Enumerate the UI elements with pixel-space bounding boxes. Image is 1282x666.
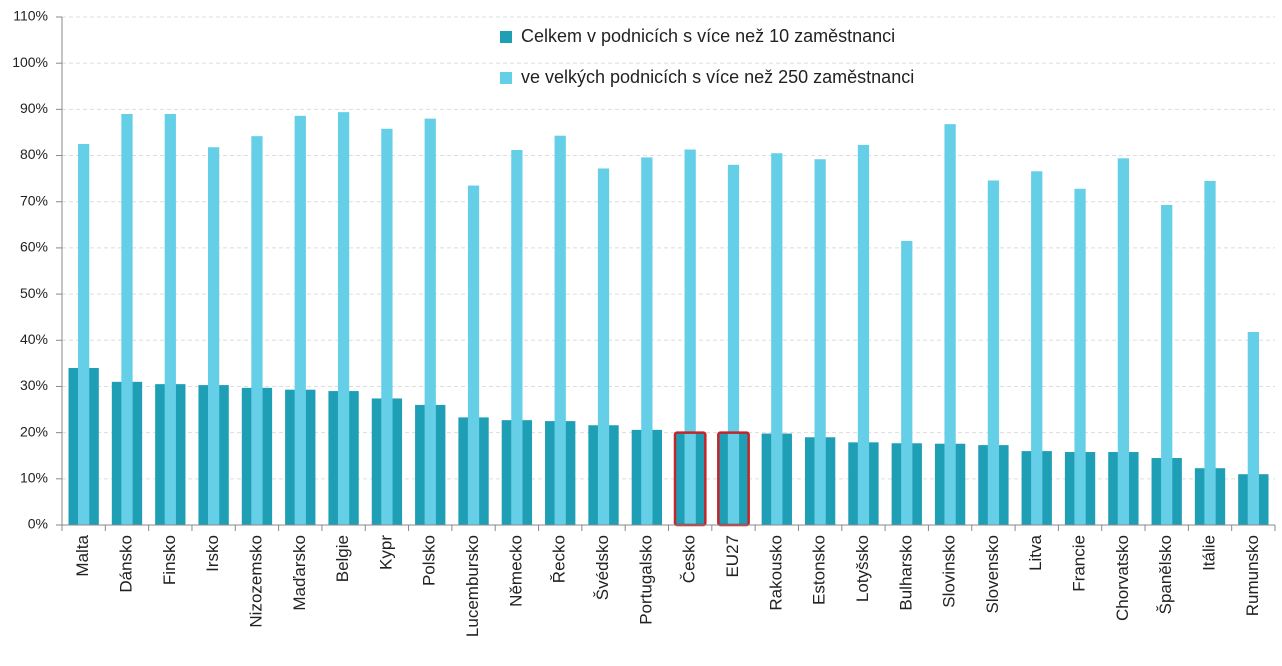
x-tick-label: Rakousko xyxy=(766,535,785,611)
bar xyxy=(1247,331,1259,525)
x-tick-label: Chorvatsko xyxy=(1113,535,1132,621)
bar xyxy=(1117,158,1130,526)
x-tick-label: Estonsko xyxy=(810,535,829,605)
x-tick-label: Francie xyxy=(1070,535,1089,592)
x-tick-label: Česko xyxy=(680,535,699,583)
bar xyxy=(1204,180,1216,526)
bar xyxy=(1161,204,1173,525)
x-tick-label: Malta xyxy=(73,534,92,576)
legend-label: ve velkých podnicích s více než 250 zamě… xyxy=(521,67,914,87)
bar xyxy=(1031,171,1043,526)
x-tick-label: Nizozemsko xyxy=(246,535,265,628)
bar xyxy=(78,144,90,525)
y-tick-label: 20% xyxy=(20,423,48,439)
bar xyxy=(121,113,133,526)
x-tick-label: Slovensko xyxy=(983,535,1002,613)
bar xyxy=(727,164,740,526)
x-tick-label: Finsko xyxy=(160,535,179,585)
y-tick-label: 40% xyxy=(20,331,48,347)
x-tick-label: Bulharsko xyxy=(896,535,915,611)
y-tick-label: 110% xyxy=(13,8,48,24)
legend-label: Celkem v podnicích s více než 10 zaměstn… xyxy=(521,26,895,46)
bar xyxy=(251,136,263,525)
bar xyxy=(944,124,956,525)
bar xyxy=(1074,188,1086,525)
y-tick-label: 100% xyxy=(12,54,48,70)
x-tick-label: Maďarsko xyxy=(290,535,309,611)
bar xyxy=(207,147,220,525)
bar xyxy=(467,185,480,525)
bar xyxy=(424,118,436,525)
bar xyxy=(987,180,1000,525)
y-tick-label: 80% xyxy=(20,146,48,162)
x-tick-label: Irsko xyxy=(203,535,222,572)
x-tick-label: Portugalsko xyxy=(636,535,655,625)
bar xyxy=(597,168,610,525)
y-tick-label: 60% xyxy=(20,239,48,255)
y-tick-label: 50% xyxy=(20,285,48,301)
x-tick-label: Belgie xyxy=(333,535,352,582)
x-tick-label: Španělsko xyxy=(1156,535,1175,614)
x-tick-label: Řecko xyxy=(550,535,569,583)
x-tick-label: Kypr xyxy=(376,535,395,570)
bar xyxy=(684,149,696,526)
x-tick-label: Litva xyxy=(1026,534,1045,570)
bar xyxy=(294,115,306,525)
y-tick-label: 30% xyxy=(20,377,48,393)
y-tick-label: 10% xyxy=(20,470,48,486)
bar xyxy=(381,128,393,525)
y-tick-label: 70% xyxy=(20,192,48,208)
bar xyxy=(901,240,913,525)
bar xyxy=(857,144,870,525)
y-tick-label: 90% xyxy=(20,100,48,116)
legend-swatch xyxy=(500,72,512,84)
x-tick-label: Rumunsko xyxy=(1243,535,1262,616)
bar xyxy=(641,157,653,525)
x-tick-label: Lotyšsko xyxy=(853,535,872,602)
x-tick-label: Slovinsko xyxy=(940,535,959,608)
legend-swatch xyxy=(500,31,512,43)
x-tick-label: Polsko xyxy=(420,535,439,586)
bar xyxy=(771,153,783,525)
x-tick-label: EU27 xyxy=(723,535,742,578)
x-tick-label: Německo xyxy=(506,535,525,607)
bar xyxy=(511,150,523,525)
x-tick-label: Itálie xyxy=(1200,535,1219,571)
bar xyxy=(554,135,566,526)
x-tick-label: Lucembursko xyxy=(463,535,482,637)
y-tick-label: 0% xyxy=(28,516,48,532)
bar xyxy=(337,112,350,525)
x-tick-label: Švédsko xyxy=(593,535,612,600)
bar xyxy=(164,113,176,526)
x-tick-label: Dánsko xyxy=(116,535,135,593)
bar xyxy=(814,159,826,526)
